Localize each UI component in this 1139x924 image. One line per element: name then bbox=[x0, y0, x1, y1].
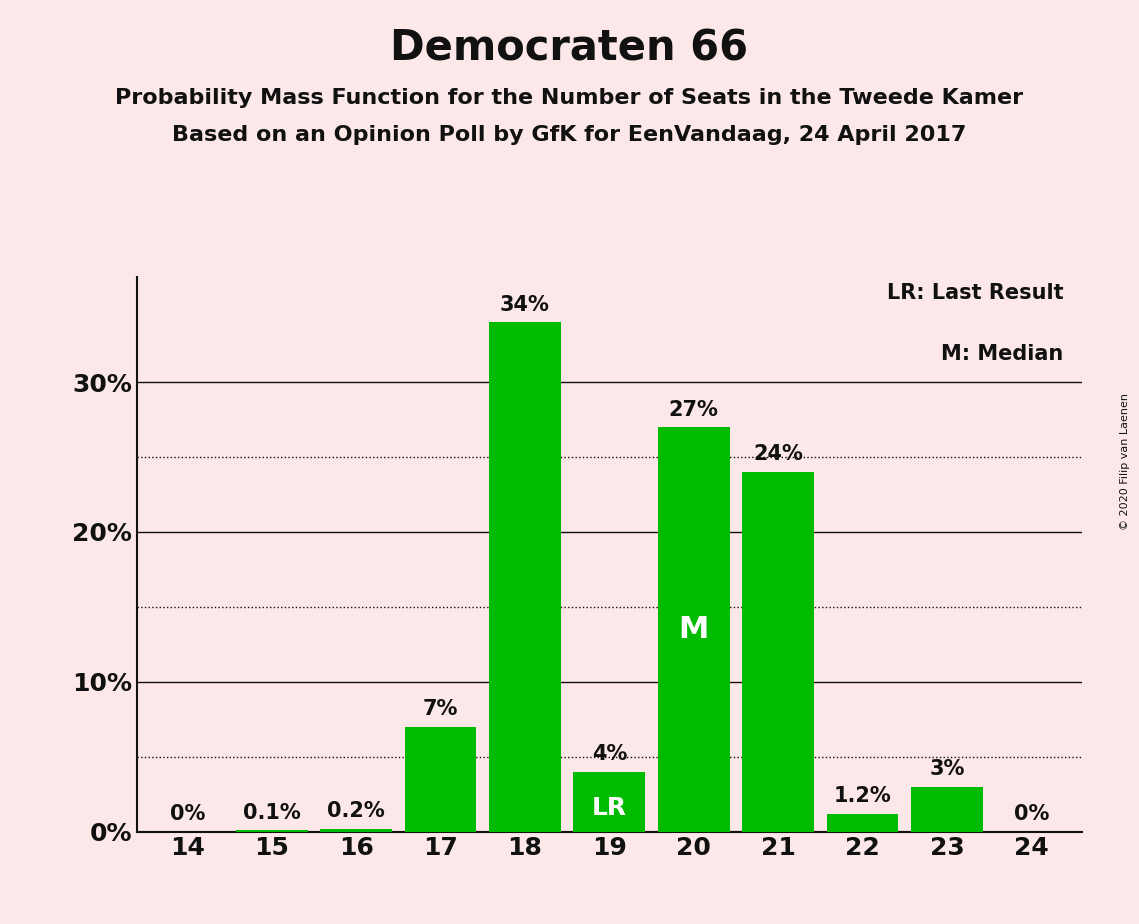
Text: LR: Last Result: LR: Last Result bbox=[886, 283, 1063, 303]
Text: 7%: 7% bbox=[423, 699, 458, 719]
Text: 24%: 24% bbox=[753, 444, 803, 465]
Text: 34%: 34% bbox=[500, 295, 550, 315]
Text: 4%: 4% bbox=[591, 744, 628, 764]
Text: M: M bbox=[679, 614, 708, 644]
Text: 0.2%: 0.2% bbox=[327, 801, 385, 821]
Text: 3%: 3% bbox=[929, 760, 965, 779]
Bar bbox=[320, 829, 392, 832]
Text: Based on an Opinion Poll by GfK for EenVandaag, 24 April 2017: Based on an Opinion Poll by GfK for EenV… bbox=[172, 125, 967, 145]
Bar bbox=[574, 772, 645, 832]
Bar bbox=[911, 786, 983, 832]
Text: Democraten 66: Democraten 66 bbox=[391, 28, 748, 69]
Text: © 2020 Filip van Laenen: © 2020 Filip van Laenen bbox=[1120, 394, 1130, 530]
Text: 27%: 27% bbox=[669, 399, 719, 419]
Text: Probability Mass Function for the Number of Seats in the Tweede Kamer: Probability Mass Function for the Number… bbox=[115, 88, 1024, 108]
Bar bbox=[404, 726, 476, 832]
Text: M: Median: M: Median bbox=[941, 344, 1063, 364]
Bar bbox=[489, 322, 560, 832]
Bar bbox=[743, 472, 814, 832]
Text: 1.2%: 1.2% bbox=[834, 786, 892, 806]
Text: 0%: 0% bbox=[170, 804, 205, 824]
Text: 0%: 0% bbox=[1014, 804, 1049, 824]
Bar bbox=[658, 427, 730, 832]
Text: LR: LR bbox=[592, 796, 626, 820]
Text: 0.1%: 0.1% bbox=[243, 803, 301, 822]
Bar bbox=[236, 830, 308, 832]
Bar bbox=[827, 814, 899, 832]
